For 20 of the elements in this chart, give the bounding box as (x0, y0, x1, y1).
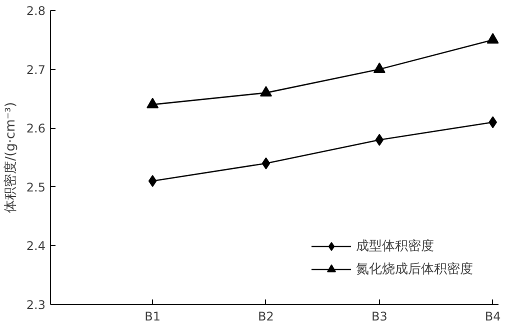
x-tick-label: B1 (144, 310, 161, 324)
legend-label: 成型体积密度 (356, 238, 434, 255)
point (373, 62, 386, 73)
y-axis-title: 体积密度/(g·cm⁻³) (2, 102, 18, 213)
point (486, 33, 498, 44)
y-tick-label: 2.7 (26, 62, 46, 77)
legend-label: 氮化烧成后体积密度 (356, 261, 473, 278)
y-tick-label: 2.6 (26, 122, 46, 136)
x-tick-label: B3 (371, 310, 388, 324)
y-tick-label: 2.5 (26, 180, 46, 194)
y-tick-label: 2.3 (26, 298, 46, 312)
point (146, 98, 159, 108)
x-tick-label: B4 (484, 310, 501, 324)
y-tick-label: 2.4 (26, 239, 46, 254)
point (262, 157, 270, 170)
x-tick-label: B2 (258, 310, 274, 324)
point (260, 86, 272, 96)
point (375, 134, 384, 146)
point (148, 175, 157, 188)
y-tick-label: 2.8 (26, 4, 46, 18)
